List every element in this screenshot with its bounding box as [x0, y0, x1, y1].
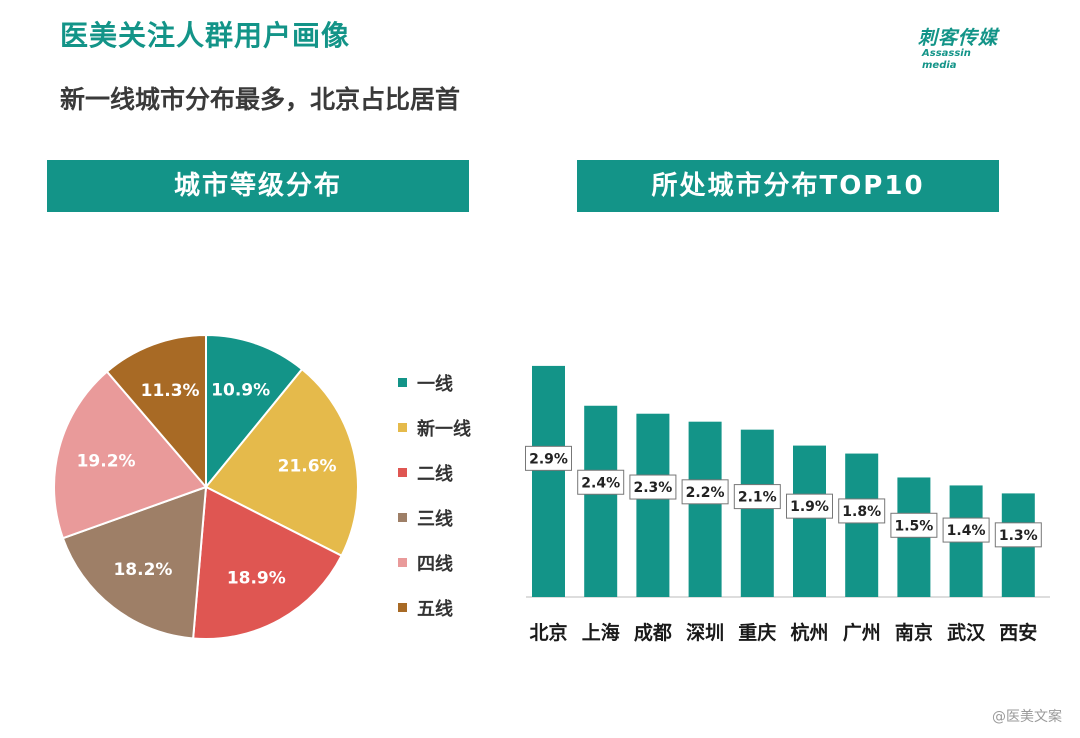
bar-value-box-3 [629, 474, 677, 500]
page-subtitle: 新一线城市分布最多，北京占比居首 [60, 85, 461, 114]
bar-3 [636, 413, 670, 597]
bar-value-box-2 [577, 469, 625, 495]
x-tick-label-9: 武汉 [947, 622, 986, 644]
pie-slice-6 [105, 333, 207, 490]
brand-logo: 刺客传媒 Assassin media [918, 28, 998, 74]
legend-item-6: 五线 [398, 585, 471, 630]
x-tick-label-10: 西安 [999, 621, 1037, 644]
bar-2 [584, 405, 618, 597]
page-title: 医美关注人群用户画像 [60, 19, 351, 52]
bar-value-label-10: 1.3% [999, 528, 1038, 544]
bar-value-label-4: 2.2% [686, 485, 725, 501]
bar-value-label-6: 1.9% [790, 499, 829, 515]
legend-label: 一线 [417, 373, 453, 395]
legend-label: 四线 [417, 553, 453, 575]
bar-6 [793, 445, 826, 597]
x-tick-label-3: 成都 [634, 621, 672, 644]
legend-swatch [398, 378, 407, 387]
legend-swatch [398, 468, 407, 477]
legend-label: 二线 [417, 463, 453, 485]
bar-value-label-7: 1.8% [842, 504, 881, 520]
bar-5 [740, 429, 774, 597]
x-tick-label-4: 深圳 [686, 621, 724, 644]
pie-slice-5 [53, 370, 208, 540]
x-tick-label-8: 南京 [895, 621, 933, 644]
bar-value-box-10 [994, 522, 1042, 548]
legend-item-1: 一线 [398, 360, 471, 405]
bar-chart-header: 所处城市分布TOP10 [577, 160, 999, 212]
legend-swatch [398, 423, 407, 432]
pie-slice-label-1: 10.9% [211, 381, 270, 401]
pie-slice-label-4: 18.2% [113, 560, 172, 580]
watermark: @医美文案 [992, 709, 1062, 725]
legend-swatch [398, 603, 407, 612]
pie-slice-label-5: 19.2% [77, 452, 136, 472]
pie-legend: 一线新一线二线三线四线五线 [398, 360, 471, 630]
pie-slice-label-6: 11.3% [141, 381, 200, 401]
legend-item-3: 二线 [398, 450, 471, 495]
logo-en-text: Assassin media [922, 48, 971, 71]
bar-value-box-8 [890, 512, 938, 538]
pie-slice-3 [192, 485, 343, 640]
bar-value-label-5: 2.1% [738, 490, 777, 506]
bar-value-label-9: 1.4% [947, 523, 986, 539]
bar-4 [688, 421, 722, 597]
bar-value-box-9 [942, 517, 990, 543]
legend-label: 五线 [417, 598, 453, 620]
bar-value-box-1 [525, 445, 572, 471]
bar-value-box-4 [681, 479, 729, 505]
legend-label: 新一线 [417, 418, 471, 440]
pie-slice-label-2: 21.6% [278, 457, 337, 477]
x-tick-label-6: 杭州 [790, 621, 828, 644]
legend-label: 三线 [417, 508, 453, 530]
pie-slice-1 [205, 333, 304, 490]
bar-value-label-8: 1.5% [894, 518, 933, 534]
pie-slice-label-3: 18.9% [227, 568, 286, 588]
x-tick-label-5: 重庆 [738, 621, 776, 644]
pie-chart-header: 城市等级分布 [47, 160, 469, 212]
pie-slice-2 [204, 367, 359, 558]
bar-value-box-5 [733, 484, 781, 510]
bar-value-box-6 [786, 493, 833, 519]
bar-value-label-1: 2.9% [529, 451, 568, 467]
legend-item-2: 新一线 [398, 405, 471, 450]
x-tick-label-7: 广州 [843, 621, 881, 644]
logo-cn-text: 刺客传媒 [918, 27, 999, 49]
bar-value-label-2: 2.4% [581, 475, 620, 491]
pie-slice-4 [61, 485, 208, 640]
legend-swatch [398, 558, 407, 567]
x-tick-label-1: 北京 [529, 621, 567, 644]
legend-item-5: 四线 [398, 540, 471, 585]
x-tick-label-2: 上海 [582, 621, 620, 644]
bar-value-label-3: 2.3% [633, 480, 672, 496]
bar-value-box-7 [838, 498, 886, 524]
legend-item-4: 三线 [398, 495, 471, 540]
bar-7 [845, 453, 879, 597]
legend-swatch [398, 513, 407, 522]
bar-1 [532, 365, 565, 597]
